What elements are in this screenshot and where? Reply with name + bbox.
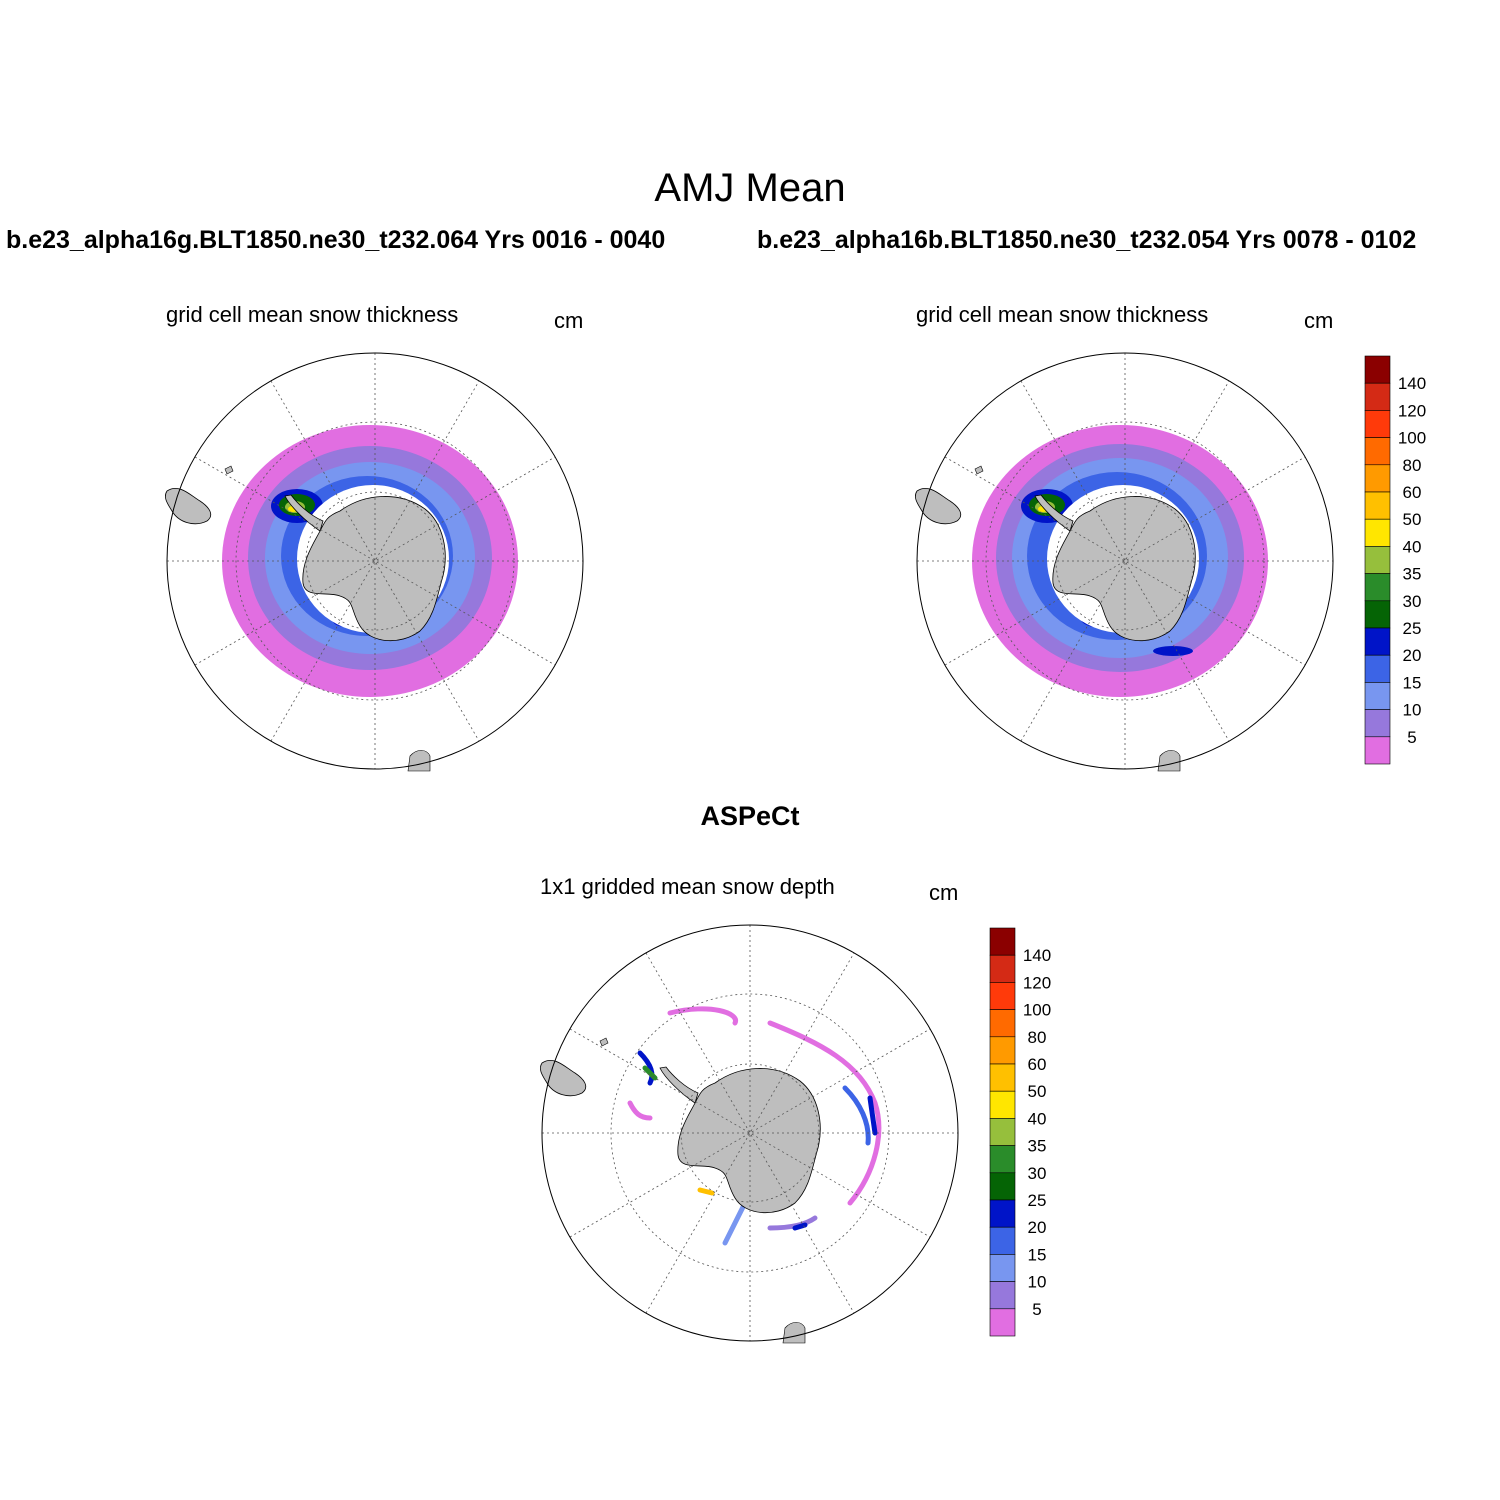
- colorbar-swatch: [1364, 546, 1391, 574]
- map-obs: [539, 924, 959, 1344]
- colorbar-swatch: [989, 954, 1016, 983]
- colorbar-swatch: [1364, 491, 1391, 520]
- colorbar-label: 5: [1407, 728, 1416, 747]
- colorbar-label: 15: [1403, 673, 1422, 692]
- colorbar-label: 100: [1023, 1001, 1051, 1020]
- map-right: [914, 352, 1334, 772]
- colorbar-swatch: [1364, 736, 1391, 765]
- main-title: AMJ Mean: [654, 166, 846, 210]
- colorbar-swatch: [989, 1145, 1016, 1174]
- colorbar-label: 120: [1398, 401, 1426, 420]
- colorbar-label: 35: [1028, 1137, 1047, 1156]
- colorbar-label: 140: [1023, 946, 1051, 965]
- colorbar-swatch: [989, 1226, 1016, 1255]
- case-title-left: b.e23_alpha16g.BLT1850.ne30_t232.064 Yrs…: [6, 226, 666, 254]
- graticule-right: [917, 353, 1333, 769]
- colorbar-swatch: [1364, 464, 1391, 493]
- colorbar-swatch: [1364, 709, 1391, 738]
- obs-subtitle: 1x1 gridded mean snow depth: [540, 874, 835, 899]
- colorbar-swatch: [1364, 410, 1391, 438]
- obs-units: cm: [929, 880, 959, 905]
- colorbar-label: 40: [1028, 1109, 1047, 1128]
- colorbar-label: 20: [1403, 646, 1422, 665]
- colorbar-swatch: [1364, 654, 1391, 683]
- colorbar-swatch: [989, 1009, 1016, 1038]
- colorbar-swatch: [989, 1090, 1016, 1119]
- colorbar-label: 60: [1403, 483, 1422, 502]
- colorbar-label: 25: [1028, 1191, 1047, 1210]
- colorbar-label: 80: [1403, 456, 1422, 475]
- colorbar-label: 35: [1403, 565, 1422, 584]
- colorbar-label: 25: [1403, 619, 1422, 638]
- colorbar-label: 30: [1403, 592, 1422, 611]
- colorbar-swatch: [1364, 355, 1391, 384]
- colorbar-label: 50: [1403, 510, 1422, 529]
- colorbar-label: 40: [1403, 537, 1422, 556]
- case-title-right: b.e23_alpha16b.BLT1850.ne30_t232.054 Yrs…: [757, 226, 1417, 254]
- colorbar-label: 10: [1028, 1273, 1047, 1292]
- colorbar-swatch: [989, 1036, 1016, 1065]
- colorbar-label: 20: [1028, 1218, 1047, 1237]
- units-left: cm: [554, 308, 584, 333]
- colorbar-label: 10: [1403, 701, 1422, 720]
- colorbar-label: 100: [1398, 429, 1426, 448]
- colorbar-swatch: [989, 1308, 1016, 1337]
- colorbar-swatch: [1364, 573, 1391, 602]
- colorbar-label: 140: [1398, 374, 1426, 393]
- colorbar-swatch: [1364, 627, 1391, 656]
- obs-title: ASPeCt: [700, 801, 800, 831]
- colorbar-top: 140 120 100 80 60 50 40 35 30 25 20 15 10 5: [1364, 355, 1426, 765]
- graticule-left: [167, 353, 583, 769]
- colorbar-swatch: [989, 927, 1016, 956]
- colorbar-label: 50: [1028, 1082, 1047, 1101]
- colorbar-swatch: [989, 982, 1016, 1010]
- colorbar-swatch: [989, 1254, 1016, 1282]
- colorbar-label: 120: [1023, 973, 1051, 992]
- colorbar-swatch: [989, 1063, 1016, 1092]
- colorbar-swatch: [989, 1172, 1016, 1201]
- units-right: cm: [1304, 308, 1334, 333]
- colorbar-label: 30: [1028, 1164, 1047, 1183]
- colorbar-swatch: [989, 1281, 1016, 1310]
- colorbar-bottom: 140 120 100 80 60 50 40 35 30 25 20 15 10 5: [989, 927, 1051, 1337]
- panel-title-right: grid cell mean snow thickness: [916, 302, 1209, 327]
- colorbar-swatch: [989, 1118, 1016, 1146]
- colorbar-swatch: [1364, 682, 1391, 710]
- colorbar-swatch: [1364, 437, 1391, 466]
- colorbar-label: 15: [1028, 1245, 1047, 1264]
- colorbar-swatch: [1364, 600, 1391, 629]
- colorbar-swatch: [1364, 382, 1391, 411]
- colorbar-label: 60: [1028, 1055, 1047, 1074]
- panel-title-left: grid cell mean snow thickness: [166, 302, 459, 327]
- graticule-obs: [542, 925, 958, 1341]
- colorbar-swatch: [1364, 518, 1391, 547]
- colorbar-label: 80: [1028, 1028, 1047, 1047]
- colorbar-swatch: [989, 1199, 1016, 1228]
- colorbar-label: 5: [1032, 1300, 1041, 1319]
- map-left: [164, 352, 584, 772]
